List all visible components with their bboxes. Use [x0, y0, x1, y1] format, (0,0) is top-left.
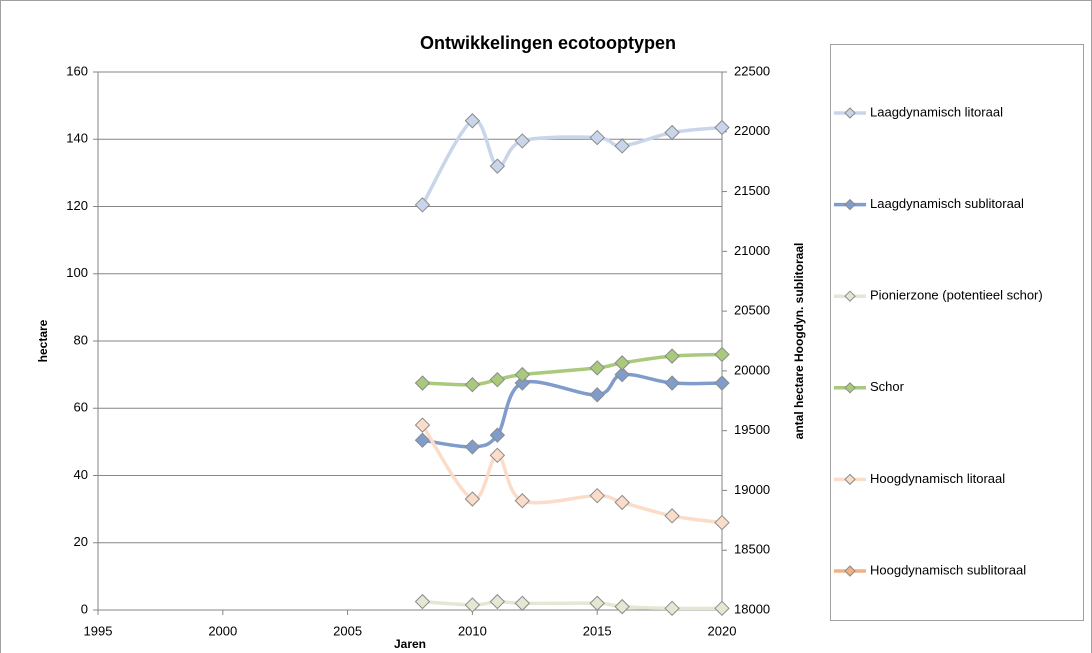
y2-tick-label: 19000	[734, 482, 770, 497]
x-tick-label: 2000	[208, 623, 237, 638]
data-point	[514, 366, 531, 383]
data-point	[464, 377, 481, 393]
x-tick-label: 1995	[84, 623, 113, 638]
data-point	[714, 375, 730, 391]
chart-title: Ontwikkelingen ecotooptypen	[420, 33, 676, 53]
data-point	[514, 493, 531, 509]
data-point	[714, 119, 730, 136]
y2-tick-label: 20500	[734, 303, 770, 318]
legend-label: Hoogdynamisch sublitoraal	[870, 562, 1026, 577]
legend-label: Pionierzone (potentieel schor)	[870, 288, 1043, 303]
x-axis-label: Jaren	[394, 637, 426, 651]
data-point	[614, 355, 630, 371]
y-tick-label: 0	[81, 601, 88, 616]
data-point	[589, 595, 605, 611]
data-point	[414, 593, 431, 610]
x-tick-label: 2020	[708, 623, 737, 638]
data-point	[714, 514, 730, 531]
y2-tick-label: 21000	[734, 243, 770, 258]
y2-tick-label: 18000	[734, 601, 770, 616]
y-tick-label: 80	[74, 332, 88, 347]
legend-label: Hoogdynamisch litoraal	[870, 471, 1005, 486]
data-point	[514, 133, 531, 149]
data-point	[464, 491, 481, 507]
data-point	[589, 487, 605, 504]
data-point	[664, 348, 680, 364]
y-tick-label: 160	[66, 63, 88, 78]
y2-tick-label: 18500	[734, 542, 770, 557]
legend-marker	[844, 290, 856, 302]
data-point	[714, 346, 730, 363]
y-tick-label: 40	[74, 467, 88, 482]
y2-tick-label: 21500	[734, 183, 770, 198]
data-point	[489, 158, 506, 174]
data-point	[664, 375, 680, 391]
data-point	[664, 600, 680, 617]
x-tick-label: 2005	[333, 623, 362, 638]
data-point	[664, 508, 680, 524]
data-point	[614, 494, 630, 511]
data-point	[414, 197, 431, 213]
y2-tick-label: 22500	[734, 63, 770, 78]
y-tick-label: 120	[66, 198, 88, 213]
y2-tick-label: 22000	[734, 123, 770, 138]
data-point	[514, 595, 531, 611]
y2-tick-label: 20000	[734, 362, 770, 377]
y-tick-label: 60	[74, 400, 88, 415]
data-point	[464, 439, 481, 455]
data-point	[464, 597, 481, 613]
data-point	[489, 371, 506, 388]
y-tick-label: 20	[74, 534, 88, 549]
data-point	[489, 447, 506, 464]
y-tick-label: 140	[66, 131, 88, 146]
legend-marker	[844, 382, 856, 394]
data-point	[464, 113, 481, 129]
data-point	[614, 366, 630, 383]
legend-marker	[844, 107, 856, 119]
legend-marker	[844, 565, 856, 577]
legend-marker	[844, 473, 856, 486]
data-point	[714, 600, 730, 617]
data-point	[489, 593, 506, 610]
y2-axis-label: antal hectare Hoogdyn. sublitoraal	[792, 243, 806, 440]
data-point	[589, 360, 605, 376]
legend-label: Laagdynamisch sublitoraal	[870, 196, 1024, 211]
legend-box	[830, 44, 1084, 621]
y2-tick-label: 19500	[734, 422, 770, 437]
data-point	[589, 129, 605, 146]
data-point	[414, 417, 431, 433]
legend-marker	[844, 198, 856, 211]
x-tick-label: 2015	[583, 623, 612, 638]
y-tick-label: 100	[66, 265, 88, 280]
legend-label: Laagdynamisch litoraal	[870, 104, 1003, 119]
data-point	[589, 387, 605, 403]
data-point	[414, 432, 431, 448]
legend-label: Schor	[870, 379, 905, 394]
y-axis-label: hectare	[36, 319, 50, 362]
data-point	[489, 427, 506, 443]
data-point	[664, 124, 680, 141]
data-point	[614, 598, 630, 615]
data-point	[614, 138, 630, 154]
data-point	[414, 375, 431, 391]
x-tick-label: 2010	[458, 623, 487, 638]
data-point	[514, 375, 531, 391]
